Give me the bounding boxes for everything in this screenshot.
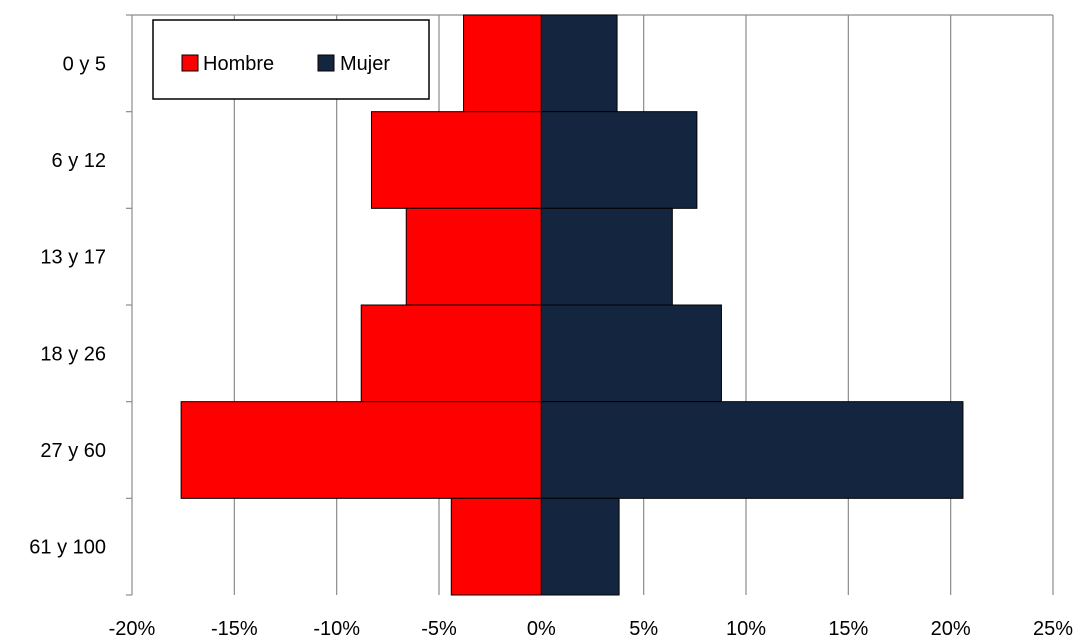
- x-tick-label: 10%: [726, 618, 766, 640]
- y-tick-label: 27 y 60: [40, 440, 106, 462]
- x-tick-label: -20%: [109, 618, 156, 640]
- bar-mujer-4: [540, 401, 964, 499]
- x-tick-label: 25%: [1033, 618, 1073, 640]
- x-tick-label: -5%: [421, 618, 457, 640]
- legend: Hombre Mujer: [152, 19, 430, 100]
- y-tick-label: 18 y 26: [40, 343, 106, 365]
- bar-hombre-0: [463, 14, 542, 113]
- bar-mujer-3: [540, 304, 722, 403]
- bar-hombre-4: [180, 401, 542, 499]
- legend-box: [152, 19, 430, 100]
- y-axis: 0 y 5 6 y 12 13 y 17 18 y 26 27 y 60 61 y 100: [29, 14, 133, 596]
- x-tick-label: 5%: [629, 618, 658, 640]
- bar-mujer-1: [540, 111, 698, 209]
- legend-label-hombre: Hombre: [203, 53, 274, 75]
- bar-mujer-2: [540, 207, 673, 306]
- legend-swatch-hombre: [181, 54, 199, 72]
- legend-label-mujer: Mujer: [340, 53, 390, 75]
- legend-swatch-mujer: [317, 54, 335, 72]
- y-tick-label: 13 y 17: [40, 247, 106, 269]
- x-tick-label: 20%: [931, 618, 971, 640]
- bars: [180, 14, 964, 596]
- x-tick-label: -15%: [211, 618, 258, 640]
- bar-hombre-2: [405, 207, 542, 306]
- x-tick-label: 15%: [828, 618, 868, 640]
- y-tick-label: 61 y 100: [29, 537, 106, 559]
- y-tick-label: 6 y 12: [52, 150, 106, 172]
- x-tick-label: -10%: [313, 618, 360, 640]
- bar-hombre-3: [360, 304, 542, 403]
- x-tick-label: 0%: [527, 618, 556, 640]
- bar-mujer-0: [540, 14, 618, 113]
- x-axis-tick-labels: -20% -15% -10% -5% 0% 5% 10% 15% 20% 25%: [109, 618, 1074, 640]
- bar-hombre-1: [370, 111, 542, 209]
- bar-hombre-5: [450, 497, 542, 596]
- bar-mujer-5: [540, 497, 620, 596]
- y-tick-label: 0 y 5: [63, 53, 106, 75]
